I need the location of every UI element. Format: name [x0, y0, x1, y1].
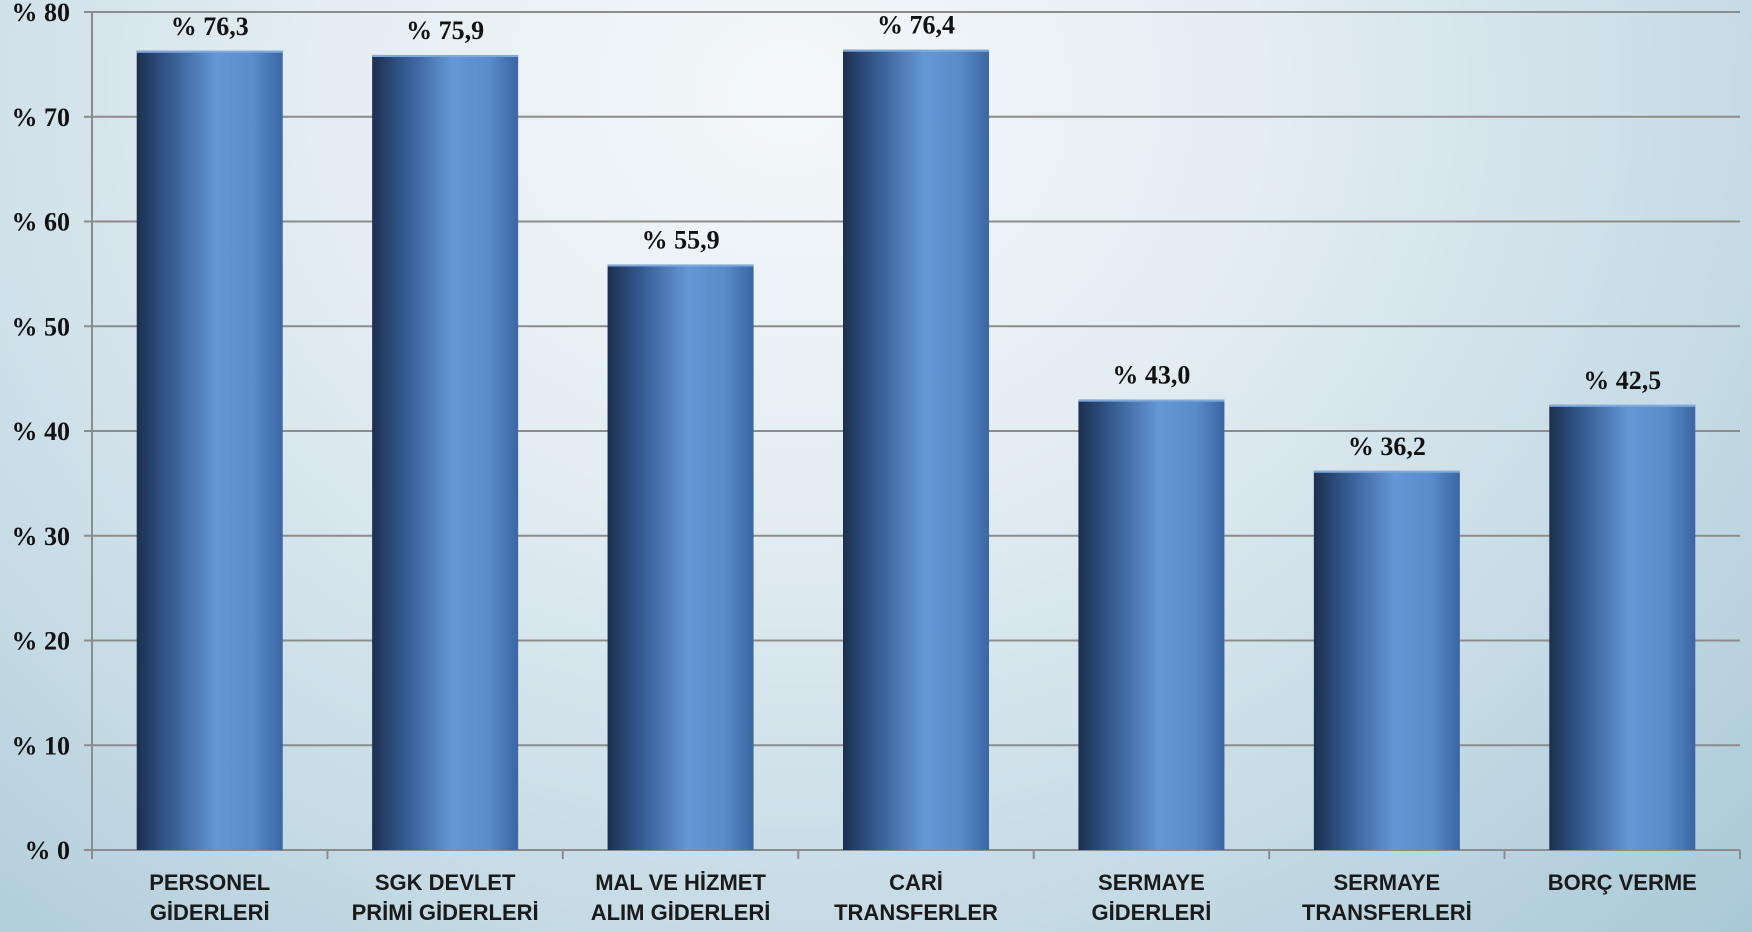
bar — [136, 50, 283, 850]
bar — [1078, 399, 1225, 850]
y-tick-label: % 20 — [12, 627, 71, 656]
x-tick-label: PERSONEL — [149, 870, 270, 895]
y-tick-label: % 70 — [12, 103, 71, 132]
y-tick-label: % 10 — [12, 731, 71, 760]
data-label: % 76,3 — [171, 12, 249, 41]
x-tick-label: PRİMİ GİDERLERİ — [352, 900, 539, 925]
x-tick-label: CARİ — [889, 870, 943, 895]
data-label: % 42,5 — [1583, 366, 1661, 395]
x-tick-label: SGK DEVLET — [375, 870, 516, 895]
y-tick-label: % 40 — [12, 417, 71, 446]
x-tick-label: GİDERLERİ — [1092, 900, 1212, 925]
data-label: % 55,9 — [642, 225, 720, 254]
bar — [843, 49, 989, 850]
y-tick-label: % 30 — [12, 522, 71, 551]
category-labels: PERSONEL GİDERLERİ SGK DEVLET PRİMİ GİDERLE… — [149, 870, 1697, 925]
y-axis-tick-labels: % 0 % 10 % 20 % 30 % 40 % 50 % 60 % 70 % 80 — [12, 0, 71, 865]
x-tick-label: TRANSFERLER — [834, 900, 998, 925]
data-label: % 76,4 — [877, 11, 955, 40]
y-tick-label: % 50 — [12, 312, 71, 341]
value-labels: % 76,3 % 75,9 % 55,9 % 76,4 % 43,0 % 36,2 % 42… — [171, 11, 1662, 461]
bars — [136, 49, 1696, 850]
x-tick-label: GİDERLERİ — [150, 900, 270, 925]
bar — [607, 264, 754, 850]
y-tick-label: % 80 — [12, 0, 71, 27]
x-tick-label: ALIM GİDERLERİ — [591, 900, 771, 925]
data-label: % 36,2 — [1348, 432, 1426, 461]
bar — [1313, 470, 1460, 850]
y-tick-label: % 0 — [25, 836, 71, 865]
x-tick-label: SERMAYE — [1098, 870, 1205, 895]
x-tick-label: SERMAYE — [1333, 870, 1440, 895]
x-tick-label: TRANSFERLERİ — [1302, 900, 1472, 925]
data-label: % 75,9 — [406, 16, 484, 45]
bar — [372, 54, 519, 850]
bar — [1549, 404, 1696, 850]
data-label: % 43,0 — [1112, 361, 1190, 390]
x-tick-label: MAL VE HİZMET — [595, 870, 766, 895]
x-tick-label: BORÇ VERME — [1548, 870, 1697, 895]
y-tick-label: % 60 — [12, 208, 71, 237]
